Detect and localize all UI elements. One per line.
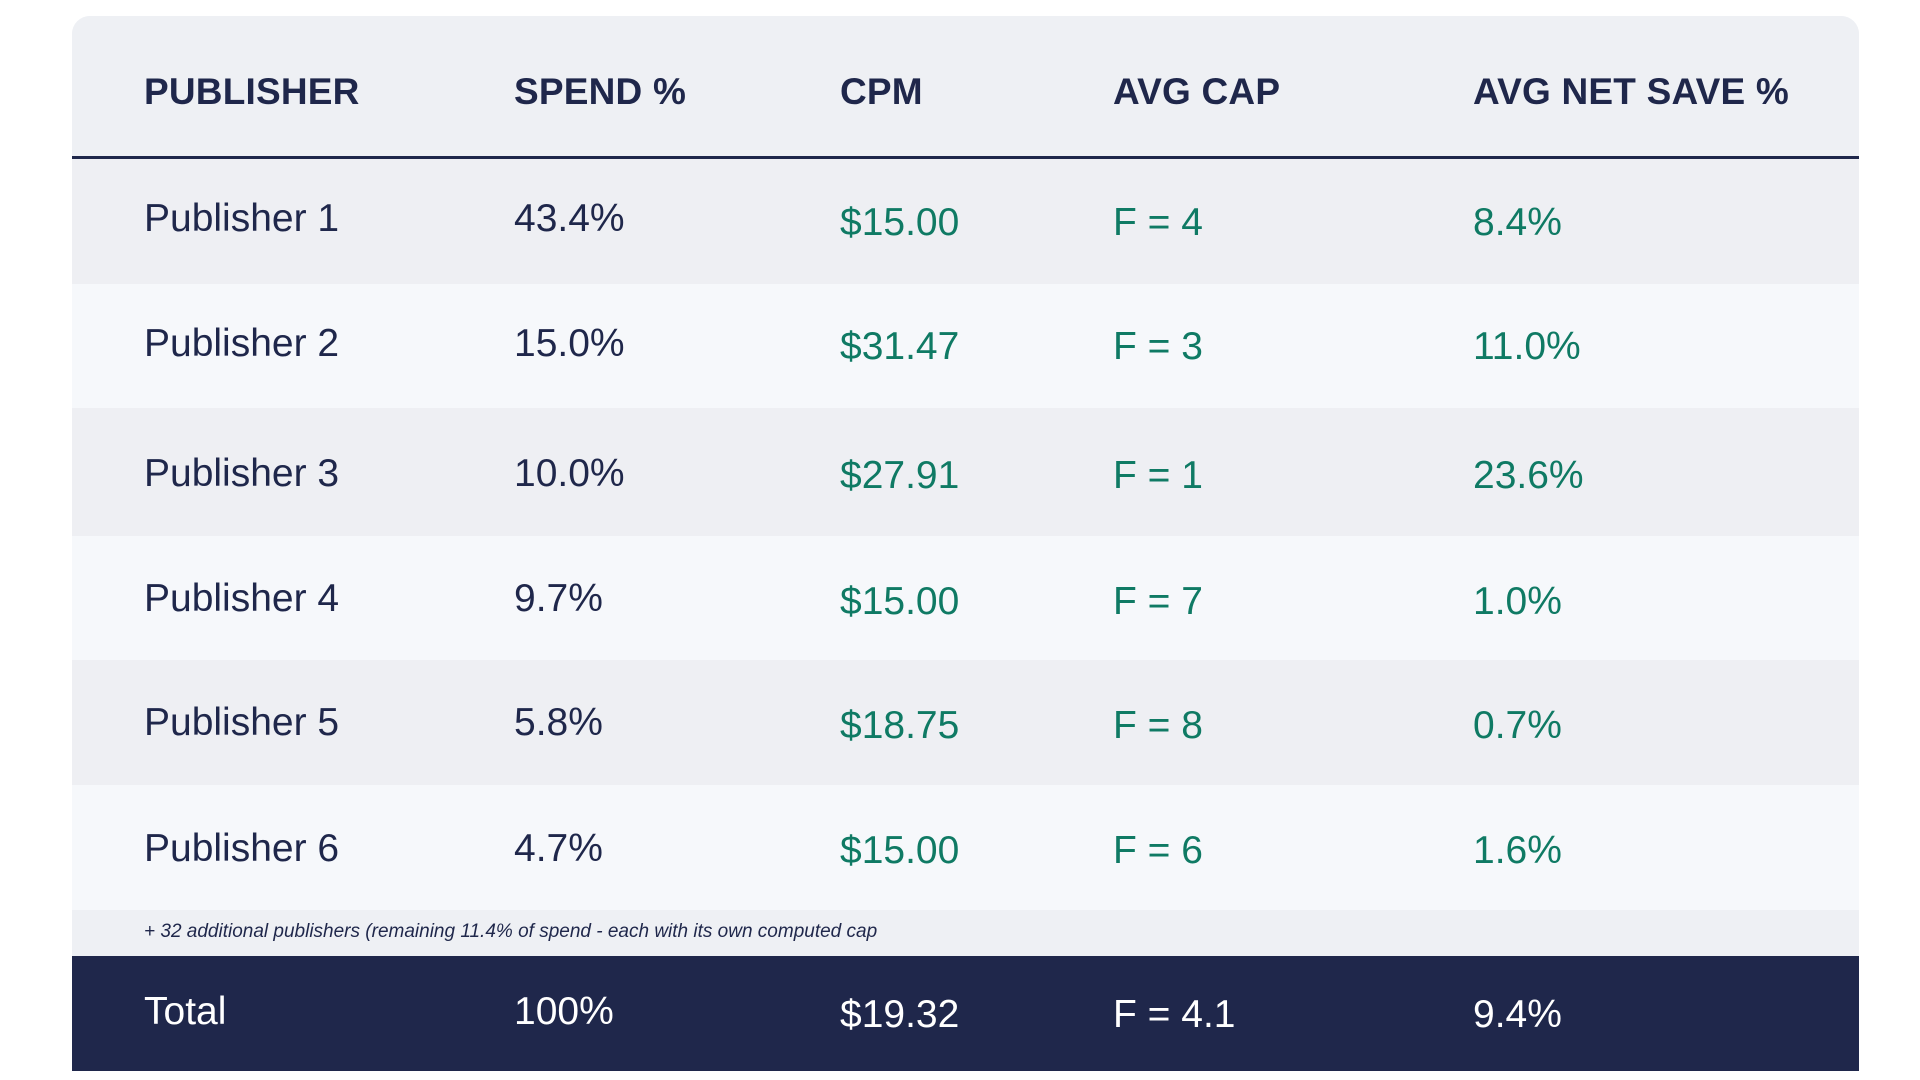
cpm-value: $15.00 bbox=[840, 829, 960, 872]
table-row: Publisher 2 15.0% $31.47 F = 3 11.0% bbox=[72, 284, 1859, 408]
cpm-value: $18.75 bbox=[840, 704, 960, 747]
header-avg-cap: AVG CAP bbox=[1113, 71, 1281, 112]
cap-value: F = 8 bbox=[1113, 704, 1203, 747]
net-save-value: 0.7% bbox=[1473, 704, 1562, 747]
cap-value: F = 6 bbox=[1113, 829, 1203, 872]
net-save-value: 23.6% bbox=[1473, 454, 1584, 497]
total-cap: F = 4.1 bbox=[1113, 993, 1236, 1036]
additional-publishers-note-row: + 32 additional publishers (remaining 11… bbox=[72, 910, 1859, 956]
table-row: Publisher 1 43.4% $15.00 F = 4 8.4% bbox=[72, 159, 1859, 284]
cpm-value: $31.47 bbox=[840, 325, 960, 368]
header-spend: SPEND % bbox=[514, 71, 687, 112]
table-row: Publisher 6 4.7% $15.00 F = 6 1.6% bbox=[72, 785, 1859, 910]
table-row: Publisher 5 5.8% $18.75 F = 8 0.7% bbox=[72, 660, 1859, 785]
additional-publishers-note: + 32 additional publishers (remaining 11… bbox=[144, 921, 878, 942]
cap-value: F = 7 bbox=[1113, 580, 1203, 623]
spend-value: 10.0% bbox=[514, 452, 625, 495]
net-save-value: 11.0% bbox=[1473, 325, 1581, 368]
publisher-name: Publisher 3 bbox=[144, 452, 340, 495]
publisher-table: PUBLISHER SPEND % CPM AVG CAP AVG NET SA… bbox=[72, 16, 1859, 1071]
table-header-row: PUBLISHER SPEND % CPM AVG CAP AVG NET SA… bbox=[72, 16, 1859, 159]
total-label: Total bbox=[144, 990, 227, 1033]
net-save-value: 1.0% bbox=[1473, 580, 1562, 623]
spend-value: 4.7% bbox=[514, 827, 603, 870]
cap-value: F = 1 bbox=[1113, 454, 1203, 497]
spend-value: 43.4% bbox=[514, 197, 625, 240]
total-spend: 100% bbox=[514, 990, 614, 1033]
publisher-name: Publisher 2 bbox=[144, 322, 340, 365]
table-row: Publisher 3 10.0% $27.91 F = 1 23.6% bbox=[72, 408, 1859, 536]
header-publisher: PUBLISHER bbox=[144, 71, 360, 112]
publisher-name: Publisher 4 bbox=[144, 577, 340, 620]
publisher-name: Publisher 6 bbox=[144, 827, 340, 870]
cpm-value: $27.91 bbox=[840, 454, 960, 497]
cpm-value: $15.00 bbox=[840, 580, 960, 623]
spend-value: 5.8% bbox=[514, 701, 603, 744]
table-row: Publisher 4 9.7% $15.00 F = 7 1.0% bbox=[72, 536, 1859, 660]
net-save-value: 1.6% bbox=[1473, 829, 1562, 872]
spend-value: 15.0% bbox=[514, 322, 625, 365]
spend-value: 9.7% bbox=[514, 577, 603, 620]
net-save-value: 8.4% bbox=[1473, 201, 1562, 244]
header-avg-net-save: AVG NET SAVE % bbox=[1473, 71, 1789, 112]
cap-value: F = 4 bbox=[1113, 201, 1203, 244]
publisher-name: Publisher 1 bbox=[144, 197, 340, 240]
cap-value: F = 3 bbox=[1113, 325, 1203, 368]
header-cpm: CPM bbox=[840, 71, 923, 112]
total-cpm: $19.32 bbox=[840, 993, 960, 1036]
cpm-value: $15.00 bbox=[840, 201, 960, 244]
total-row: Total 100% $19.32 F = 4.1 9.4% bbox=[72, 956, 1859, 1071]
total-net-save: 9.4% bbox=[1473, 993, 1562, 1036]
publisher-name: Publisher 5 bbox=[144, 701, 340, 744]
